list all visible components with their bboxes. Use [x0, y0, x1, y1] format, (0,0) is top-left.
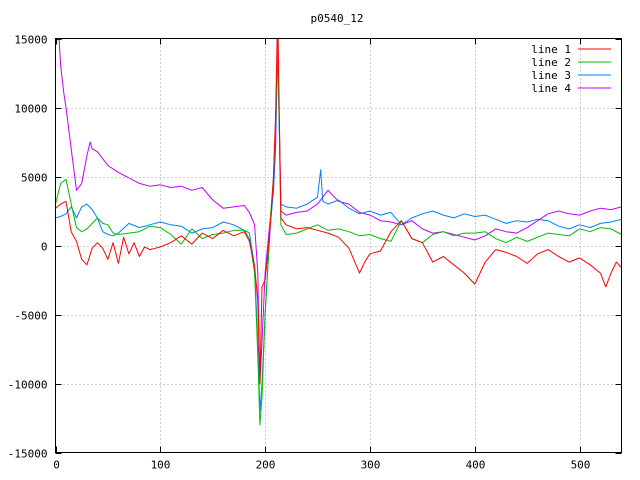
- y-tick-label: -5000: [14, 310, 47, 323]
- series-line-3: [55, 44, 622, 412]
- series-line-2: [55, 38, 622, 426]
- series-lines: [55, 38, 622, 426]
- y-tick-label: 0: [41, 241, 48, 254]
- x-tick-label: 500: [571, 459, 591, 472]
- grid: [55, 38, 622, 453]
- y-tick-label: -10000: [8, 379, 48, 392]
- series-line-4: [55, 38, 622, 384]
- legend-label: line 3: [531, 69, 571, 82]
- legend-label: line 2: [531, 56, 571, 69]
- x-tick-label: 300: [361, 459, 381, 472]
- plot-frame: [55, 38, 622, 453]
- legend-label: line 1: [531, 43, 571, 56]
- y-tick-label: 10000: [14, 103, 47, 116]
- chart-title: p0540_12: [311, 12, 364, 25]
- y-tick-label: -15000: [8, 448, 48, 461]
- x-tick-label: 400: [466, 459, 486, 472]
- x-tick-label: 100: [151, 459, 171, 472]
- y-tick-label: 15000: [14, 34, 47, 47]
- y-tick-label: 5000: [21, 172, 48, 185]
- legend-label: line 4: [531, 82, 571, 95]
- axis-ticks: 0 100 200 300 400 500 -15000 -10000 -5000 0 5000 10…: [8, 34, 622, 472]
- x-tick-label: 200: [256, 459, 276, 472]
- x-tick-label: 0: [53, 459, 60, 472]
- series-line-1: [55, 38, 622, 384]
